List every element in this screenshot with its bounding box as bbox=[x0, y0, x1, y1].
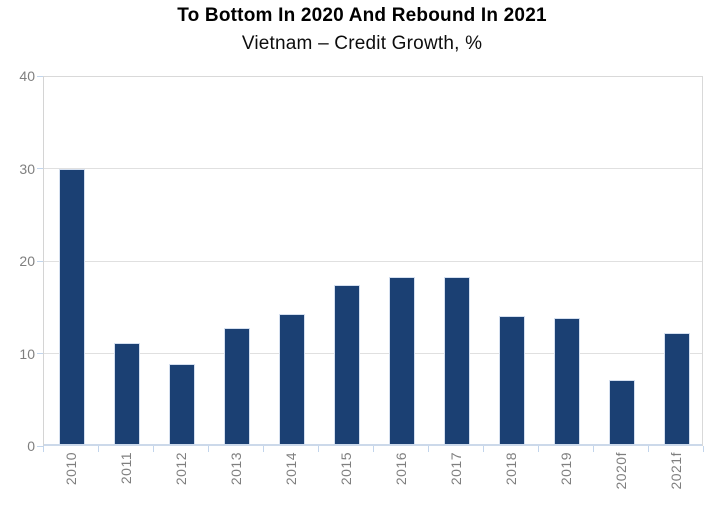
bar-2011 bbox=[113, 343, 140, 444]
x-tick-label-2020f: 2020f bbox=[593, 452, 648, 510]
x-tick-label-text: 2020f bbox=[612, 452, 629, 490]
x-tick-label-2017: 2017 bbox=[428, 452, 483, 510]
bar-2013 bbox=[223, 328, 250, 444]
x-tick-mark bbox=[372, 446, 374, 452]
x-tick-label-2011: 2011 bbox=[98, 452, 153, 510]
y-tick-mark bbox=[37, 260, 43, 262]
y-tick-label: 20 bbox=[19, 253, 35, 269]
bar-2020f bbox=[608, 380, 635, 444]
x-tick-label-text: 2014 bbox=[282, 452, 299, 486]
x-tick-label-text: 2017 bbox=[447, 452, 464, 486]
chart-subtitle: Vietnam – Credit Growth, % bbox=[241, 33, 483, 54]
chart-title: To Bottom In 2020 And Rebound In 2021 bbox=[177, 5, 547, 26]
bar-2019 bbox=[553, 318, 580, 444]
x-tick-label-2016: 2016 bbox=[373, 452, 428, 510]
x-tick-label-text: 2018 bbox=[502, 452, 519, 486]
x-tick-mark bbox=[427, 446, 429, 452]
x-tick-mark bbox=[262, 446, 264, 452]
bar-2015 bbox=[333, 284, 360, 444]
x-tick-mark bbox=[537, 446, 539, 452]
y-tick-mark bbox=[37, 75, 43, 77]
gridline-20 bbox=[44, 260, 702, 262]
x-tick-label-2012: 2012 bbox=[153, 452, 208, 510]
x-tick-label-text: 2015 bbox=[337, 452, 354, 486]
x-tick-mark bbox=[647, 446, 649, 452]
x-tick-mark bbox=[482, 446, 484, 452]
bar-2021f bbox=[663, 333, 690, 444]
x-tick-mark bbox=[592, 446, 594, 452]
x-tick-mark bbox=[702, 446, 704, 452]
y-tick-label: 40 bbox=[19, 68, 35, 84]
y-tick-mark bbox=[37, 168, 43, 169]
y-tick-label: 10 bbox=[19, 345, 35, 362]
x-tick-label-2014: 2014 bbox=[263, 452, 318, 510]
gridline-10 bbox=[44, 353, 702, 354]
bar-2017 bbox=[443, 276, 470, 444]
bar-2012 bbox=[168, 363, 195, 444]
x-tick-mark bbox=[317, 446, 319, 452]
x-tick-label-2010: 2010 bbox=[43, 452, 98, 510]
y-tick-label: 30 bbox=[19, 160, 35, 177]
y-tick-label: 0 bbox=[27, 438, 35, 454]
bar-2016 bbox=[388, 276, 415, 444]
x-tick-mark bbox=[152, 446, 154, 452]
y-tick-mark bbox=[37, 445, 43, 447]
x-tick-label-2013: 2013 bbox=[208, 452, 263, 510]
x-tick-mark bbox=[97, 446, 99, 452]
y-tick-mark bbox=[37, 353, 43, 354]
bar-2018 bbox=[498, 316, 525, 444]
x-tick-label-2018: 2018 bbox=[483, 452, 538, 510]
x-tick-label-text: 2011 bbox=[117, 452, 134, 485]
x-tick-label-2015: 2015 bbox=[318, 452, 373, 510]
x-tick-label-text: 2016 bbox=[392, 452, 409, 486]
x-tick-mark bbox=[207, 446, 209, 452]
x-tick-label-text: 2021f bbox=[667, 452, 684, 490]
x-tick-label-text: 2010 bbox=[62, 452, 79, 486]
x-tick-label-text: 2012 bbox=[172, 452, 189, 486]
bar-2014 bbox=[278, 313, 305, 444]
plot-area bbox=[43, 76, 703, 446]
gridline-30 bbox=[44, 168, 702, 169]
x-tick-label-text: 2013 bbox=[227, 452, 244, 486]
x-axis-line bbox=[44, 444, 702, 446]
bar-2010 bbox=[58, 169, 85, 444]
x-tick-mark bbox=[42, 446, 44, 452]
x-tick-label-2019: 2019 bbox=[538, 452, 593, 510]
x-tick-label-text: 2019 bbox=[557, 452, 574, 486]
x-tick-label-2021f: 2021f bbox=[648, 452, 703, 510]
